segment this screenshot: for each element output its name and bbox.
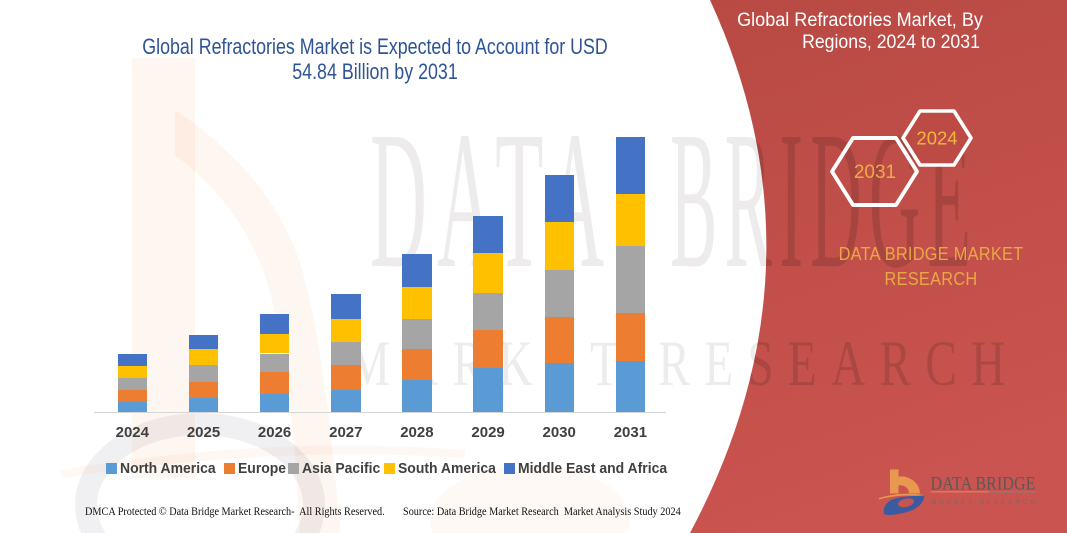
svg-text:2024: 2024 bbox=[916, 128, 957, 149]
svg-text:MARKET RESEARCH: MARKET RESEARCH bbox=[931, 499, 1035, 506]
svg-text:DATA BRIDGE: DATA BRIDGE bbox=[931, 475, 1036, 495]
svg-text:MARKET RESEARCH: MARKET RESEARCH bbox=[348, 328, 1019, 400]
svg-text:2031: 2031 bbox=[854, 162, 896, 183]
